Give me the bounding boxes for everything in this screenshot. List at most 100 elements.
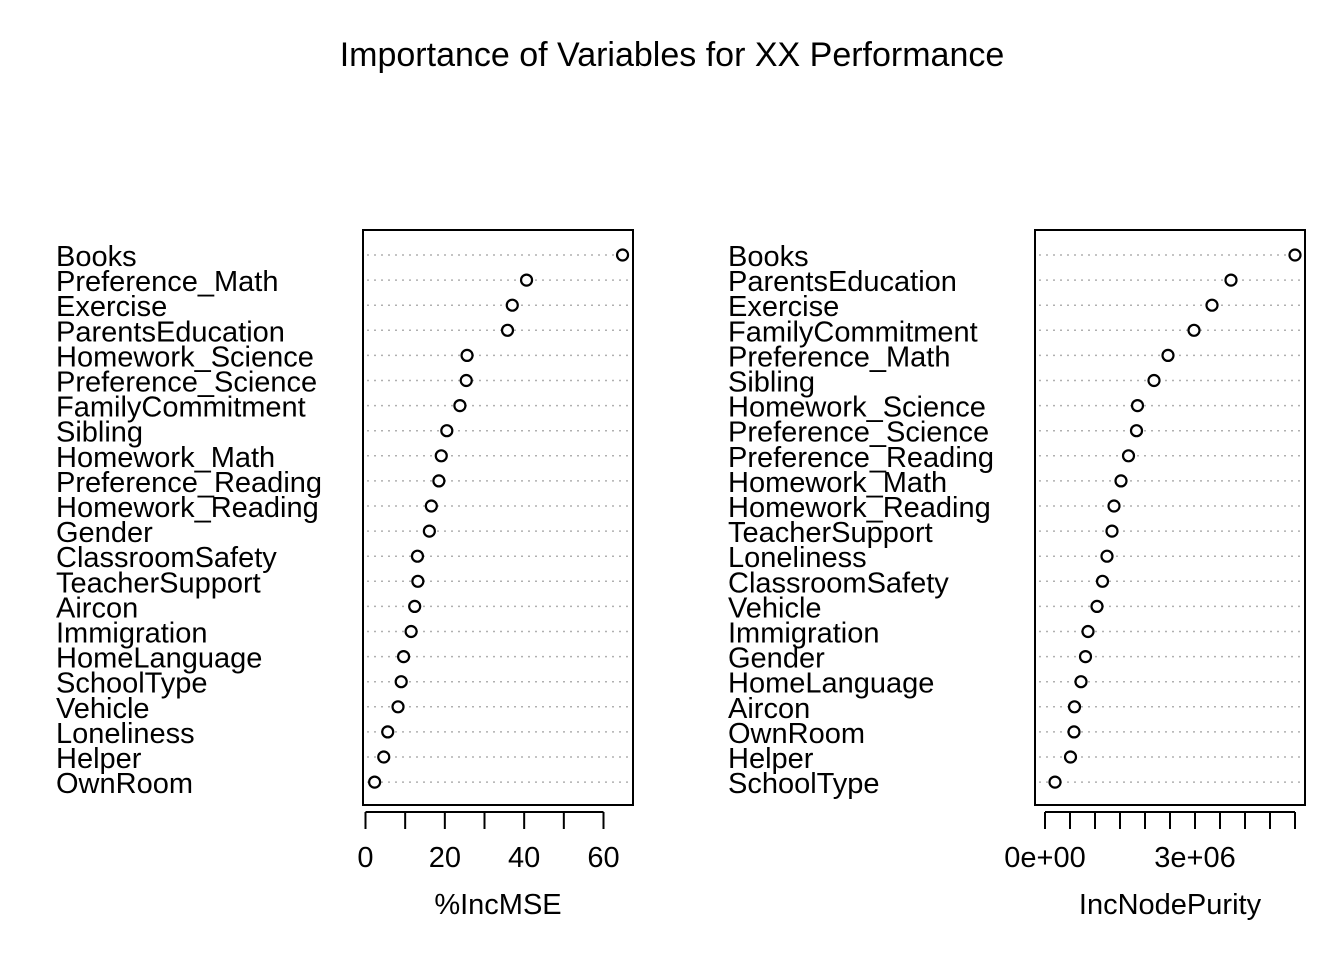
category-label: Exercise	[728, 291, 839, 323]
category-label: ParentsEducation	[56, 316, 285, 348]
category-label: ParentsEducation	[728, 266, 957, 298]
data-point	[434, 449, 448, 463]
category-label: HomeLanguage	[728, 668, 934, 700]
data-point	[1107, 499, 1121, 513]
data-point	[1100, 549, 1114, 563]
data-point	[1095, 574, 1110, 588]
data-point	[1129, 424, 1144, 438]
data-point	[396, 649, 411, 664]
data-point	[453, 399, 467, 413]
data-point	[1121, 449, 1136, 463]
x-tick-label: 3e+06	[1154, 842, 1235, 874]
data-point	[1090, 599, 1104, 614]
category-label: Aircon	[728, 693, 810, 725]
data-point	[1224, 273, 1238, 287]
data-point	[381, 725, 395, 739]
data-point	[391, 700, 405, 714]
category-label: Helper	[728, 743, 814, 775]
category-label: Gender	[728, 643, 825, 675]
x-tick-label: 0	[357, 842, 373, 874]
data-point	[408, 599, 422, 614]
data-point	[411, 574, 425, 588]
data-point	[1288, 248, 1302, 262]
data-point	[1067, 725, 1081, 739]
data-point	[460, 348, 474, 362]
data-point	[1067, 700, 1082, 714]
category-label: Loneliness	[56, 718, 195, 750]
category-label: Preference_Reading	[56, 467, 322, 499]
data-point	[1074, 675, 1088, 689]
x-tick-label: 0e+00	[1004, 842, 1085, 874]
plot-frame	[1034, 229, 1306, 806]
data-point	[615, 248, 630, 262]
category-label: Vehicle	[56, 693, 150, 725]
category-label: Helper	[56, 743, 142, 775]
category-label: FamilyCommitment	[56, 392, 306, 424]
x-axis-title: IncNodePurity	[1079, 889, 1262, 921]
category-label: Preference_Math	[56, 266, 278, 298]
category-label: Homework_Science	[728, 392, 986, 424]
category-label: OwnRoom	[728, 718, 865, 750]
category-label: Exercise	[56, 291, 167, 323]
data-point	[422, 524, 436, 538]
category-label: OwnRoom	[56, 768, 193, 800]
data-point	[404, 624, 418, 639]
category-label: Homework_Reading	[728, 492, 991, 524]
category-label: Gender	[56, 517, 153, 549]
data-point	[1081, 624, 1095, 639]
category-label: Immigration	[56, 618, 208, 650]
data-point	[1105, 524, 1119, 538]
x-axis-title: %IncMSE	[434, 889, 561, 921]
category-label: ClassroomSafety	[728, 567, 949, 599]
category-label: Vehicle	[728, 592, 822, 624]
category-label: Homework_Math	[56, 442, 275, 474]
data-point	[1147, 373, 1161, 388]
panel-purity: BooksParentsEducationExerciseFamilyCommi…	[728, 229, 1306, 921]
x-tick-label: 20	[429, 842, 461, 874]
data-point	[1205, 298, 1219, 312]
data-point	[377, 750, 391, 764]
category-label: SchoolType	[728, 768, 880, 800]
data-point	[459, 373, 473, 388]
category-label: Loneliness	[728, 542, 867, 574]
category-label: HomeLanguage	[56, 643, 262, 675]
category-label: Sibling	[728, 367, 815, 399]
data-point	[1063, 750, 1078, 764]
category-label: SchoolType	[56, 668, 208, 700]
chart-title: Importance of Variables for XX Performan…	[339, 36, 1005, 74]
x-tick-label: 60	[587, 842, 619, 874]
data-point	[500, 323, 515, 337]
category-label: TeacherSupport	[56, 567, 261, 599]
category-label: Immigration	[728, 618, 880, 650]
data-point	[368, 775, 382, 789]
data-point	[440, 424, 454, 438]
category-label: ClassroomSafety	[56, 542, 277, 574]
category-label: Homework_Math	[728, 467, 947, 499]
category-label: Books	[728, 241, 809, 273]
data-point	[424, 499, 438, 513]
data-point	[432, 474, 446, 488]
data-point	[1130, 399, 1145, 413]
category-label: Preference_Math	[728, 341, 950, 373]
category-label: Sibling	[56, 417, 143, 449]
data-point	[519, 273, 534, 287]
category-label: TeacherSupport	[728, 517, 933, 549]
category-label: Preference_Science	[56, 367, 317, 399]
data-point	[1187, 323, 1201, 337]
data-point	[410, 549, 425, 563]
category-label: Books	[56, 241, 137, 273]
category-label: Homework_Reading	[56, 492, 319, 524]
category-label: Aircon	[56, 592, 138, 624]
category-label: Preference_Reading	[728, 442, 994, 474]
data-point	[394, 675, 408, 689]
category-label: Preference_Science	[728, 417, 989, 449]
data-point	[1048, 775, 1062, 789]
plot-frame	[362, 229, 634, 806]
data-point	[1114, 474, 1128, 488]
category-label: Homework_Science	[56, 341, 314, 373]
panel-mse: BooksPreference_MathExerciseParentsEduca…	[56, 229, 634, 921]
data-point	[1078, 649, 1093, 664]
x-tick-label: 40	[508, 842, 540, 874]
